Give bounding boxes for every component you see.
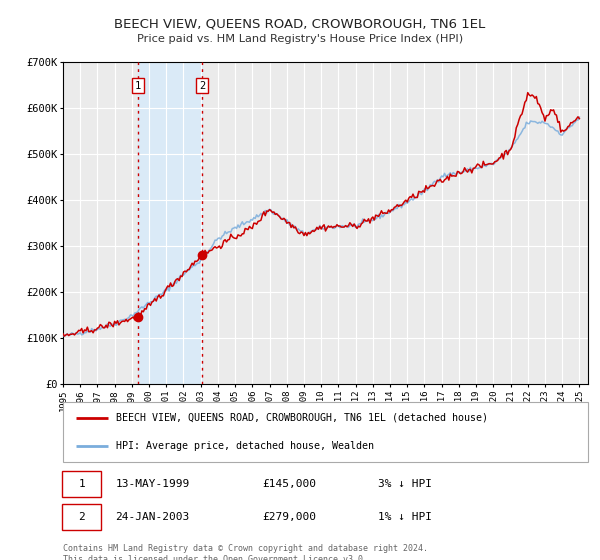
FancyBboxPatch shape: [62, 504, 101, 530]
Bar: [138, 62, 202, 384]
Text: Price paid vs. HM Land Registry's House Price Index (HPI): Price paid vs. HM Land Registry's House …: [137, 34, 463, 44]
Text: 2: 2: [199, 81, 205, 91]
Text: BEECH VIEW, QUEENS ROAD, CROWBOROUGH, TN6 1EL (detached house): BEECH VIEW, QUEENS ROAD, CROWBOROUGH, TN…: [115, 413, 487, 423]
Text: 2: 2: [78, 512, 85, 522]
FancyBboxPatch shape: [63, 402, 588, 462]
Text: 3% ↓ HPI: 3% ↓ HPI: [378, 479, 432, 489]
Text: HPI: Average price, detached house, Wealden: HPI: Average price, detached house, Weal…: [115, 441, 373, 451]
Text: BEECH VIEW, QUEENS ROAD, CROWBOROUGH, TN6 1EL: BEECH VIEW, QUEENS ROAD, CROWBOROUGH, TN…: [115, 18, 485, 31]
Text: 1: 1: [78, 479, 85, 489]
Text: 1% ↓ HPI: 1% ↓ HPI: [378, 512, 432, 522]
Text: 13-MAY-1999: 13-MAY-1999: [115, 479, 190, 489]
Text: 1: 1: [135, 81, 142, 91]
Text: 24-JAN-2003: 24-JAN-2003: [115, 512, 190, 522]
FancyBboxPatch shape: [62, 472, 101, 497]
Text: £145,000: £145,000: [263, 479, 317, 489]
Text: £279,000: £279,000: [263, 512, 317, 522]
Text: Contains HM Land Registry data © Crown copyright and database right 2024.
This d: Contains HM Land Registry data © Crown c…: [63, 544, 428, 560]
